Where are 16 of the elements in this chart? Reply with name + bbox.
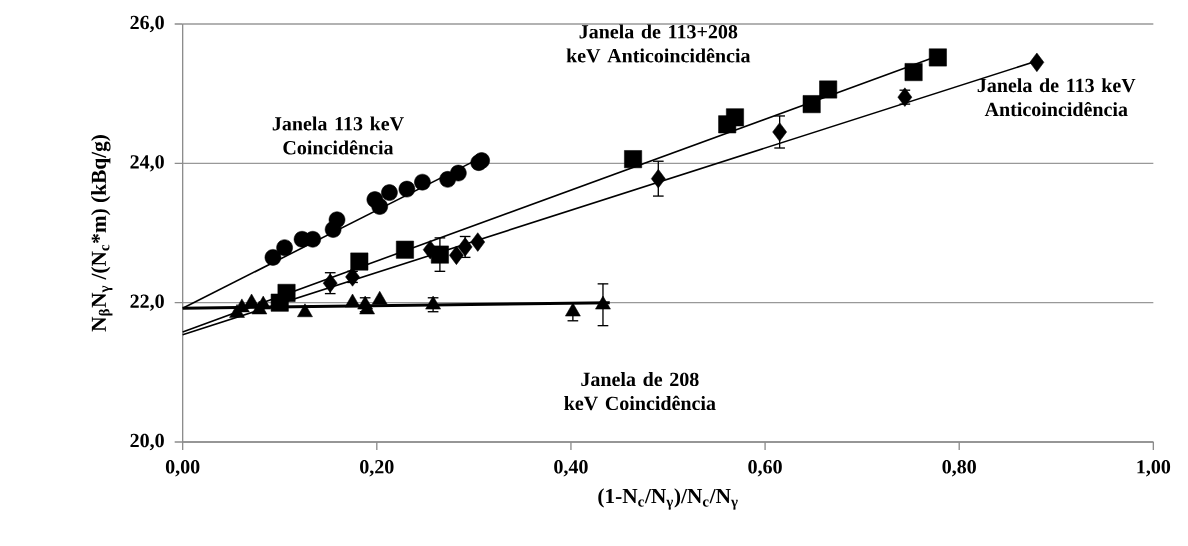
y-axis-title: N$_{β}$N$_{γ}$ /(N$_{c}$*m) (kBq/g) (91, 135, 113, 332)
y-tick-label: 22,0 (130, 294, 164, 311)
x-axis-title: (1-N$_{c}$/N$_{γ}$)/N$_{c}$/N$_{γ}$ (598, 488, 738, 510)
x-tick-label: 0,00 (165, 460, 200, 477)
x-tick-label: 0,60 (748, 460, 782, 477)
text: Janela de 208 keV Coincidência (564, 372, 716, 411)
x-tick-label: 0,40 (554, 460, 588, 477)
series-label: Janela 113 keV Coincidência (272, 116, 404, 155)
series-label: Janela de 113 keV Anticoincidência (977, 78, 1136, 117)
y-tick-label: 24,0 (130, 155, 164, 172)
x-tick-label: 0,80 (942, 460, 976, 477)
y-tick-label: 26,0 (130, 15, 164, 33)
x-tick-label: 0,20 (360, 460, 394, 477)
text: Janela de 113+208 keV Anticoincidência (566, 24, 751, 63)
y-tick-label: 20,0 (130, 433, 164, 451)
x-tick-label: 1,00 (1137, 460, 1171, 477)
